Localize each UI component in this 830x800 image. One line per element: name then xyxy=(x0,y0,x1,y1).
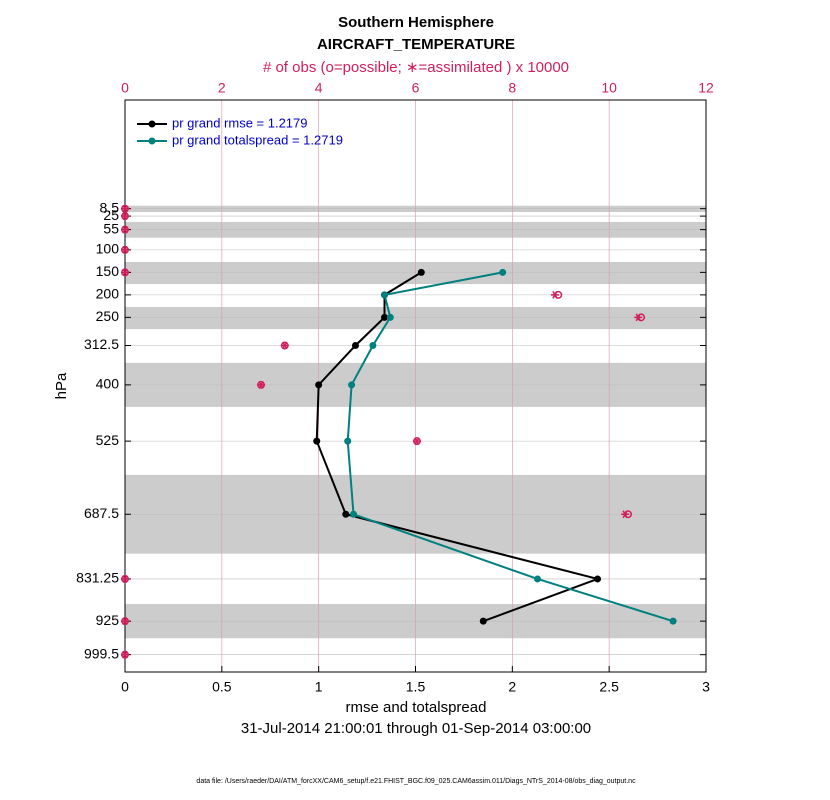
y-tick-label: 250 xyxy=(96,308,120,324)
series-point xyxy=(594,575,602,583)
obs-assimilated xyxy=(121,212,129,220)
series-point xyxy=(417,268,425,276)
legend-label: pr grand rmse = 1.2179 xyxy=(172,115,308,130)
x2-tick-label: 4 xyxy=(315,80,323,96)
y-tick-label: 925 xyxy=(96,612,120,628)
y-tick-label: 999.5 xyxy=(84,645,119,661)
x2-tick-label: 12 xyxy=(698,80,714,96)
obs-assimilated xyxy=(257,381,266,389)
legend-marker xyxy=(148,137,156,145)
y-tick-label: 831.25 xyxy=(76,570,119,586)
x-tick-label: 1.5 xyxy=(406,679,426,695)
obs-assimilated xyxy=(412,437,421,445)
footnote: data file: /Users/raeder/DAI/ATM_forcXX/… xyxy=(196,778,636,785)
x-tick-label: 2.5 xyxy=(599,679,619,695)
y-tick-label: 200 xyxy=(96,286,120,302)
y-tick-label: 55 xyxy=(103,220,119,236)
x-tick-label: 3 xyxy=(702,679,710,695)
obs-assimilated xyxy=(121,204,129,213)
obs-assimilated xyxy=(121,575,129,583)
x2-tick-label: 2 xyxy=(218,80,226,96)
series-point xyxy=(534,575,542,583)
chart-subtitle: AIRCRAFT_TEMPERATURE xyxy=(317,36,515,53)
series-point xyxy=(315,381,323,389)
series-point xyxy=(313,437,321,445)
obs-assimilated xyxy=(280,341,289,350)
obs-assimilated xyxy=(550,291,559,299)
x-tick-label: 1 xyxy=(315,679,323,695)
y-tick-label: 8.5 xyxy=(100,199,120,215)
y-tick-label: 687.5 xyxy=(84,505,119,521)
y-axis-label: hPa xyxy=(53,372,70,399)
x2-tick-label: 0 xyxy=(121,80,129,96)
series-point xyxy=(479,617,487,625)
x-tick-label: 0.5 xyxy=(212,679,232,695)
series-point xyxy=(350,510,358,518)
obs-assimilated xyxy=(121,650,129,659)
x2-tick-label: 8 xyxy=(508,80,516,96)
x2-axis-label: # of obs (o=possible; ∗=assimilated ) x … xyxy=(263,59,569,76)
x2-tick-label: 6 xyxy=(412,80,420,96)
legend-marker xyxy=(148,120,156,128)
x-axis-label: rmse and totalspread xyxy=(346,699,487,716)
y-tick-label: 400 xyxy=(96,376,120,392)
series-point xyxy=(369,341,377,349)
x2-tick-label: 10 xyxy=(601,80,617,96)
series-point xyxy=(381,291,389,299)
y-tick-label: 150 xyxy=(96,263,120,279)
chart-title: Southern Hemisphere xyxy=(338,14,494,31)
plot-frame xyxy=(124,99,707,673)
obs-assimilated xyxy=(621,510,630,519)
series-point xyxy=(342,510,350,518)
series-point xyxy=(351,341,359,349)
obs-assimilated xyxy=(121,225,129,234)
series-point xyxy=(669,617,677,625)
y-tick-label: 525 xyxy=(96,432,120,448)
legend-label: pr grand totalspread = 1.2719 xyxy=(172,132,343,147)
obs-assimilated xyxy=(121,268,129,277)
x-tick-label: 0 xyxy=(121,679,129,695)
series-point xyxy=(348,381,356,389)
obs-assimilated xyxy=(121,245,129,254)
y-tick-label: 312.5 xyxy=(84,336,119,352)
y-tick-label: 25 xyxy=(103,207,119,223)
obs-assimilated xyxy=(634,313,643,322)
obs-assimilated xyxy=(121,617,129,626)
series-point xyxy=(386,313,394,321)
series-point xyxy=(499,268,507,276)
series-point xyxy=(344,437,352,445)
date-range: 31-Jul-2014 21:00:01 through 01-Sep-2014… xyxy=(241,720,591,737)
series-point xyxy=(381,313,389,321)
x-tick-label: 2 xyxy=(508,679,516,695)
y-tick-label: 100 xyxy=(96,241,120,257)
